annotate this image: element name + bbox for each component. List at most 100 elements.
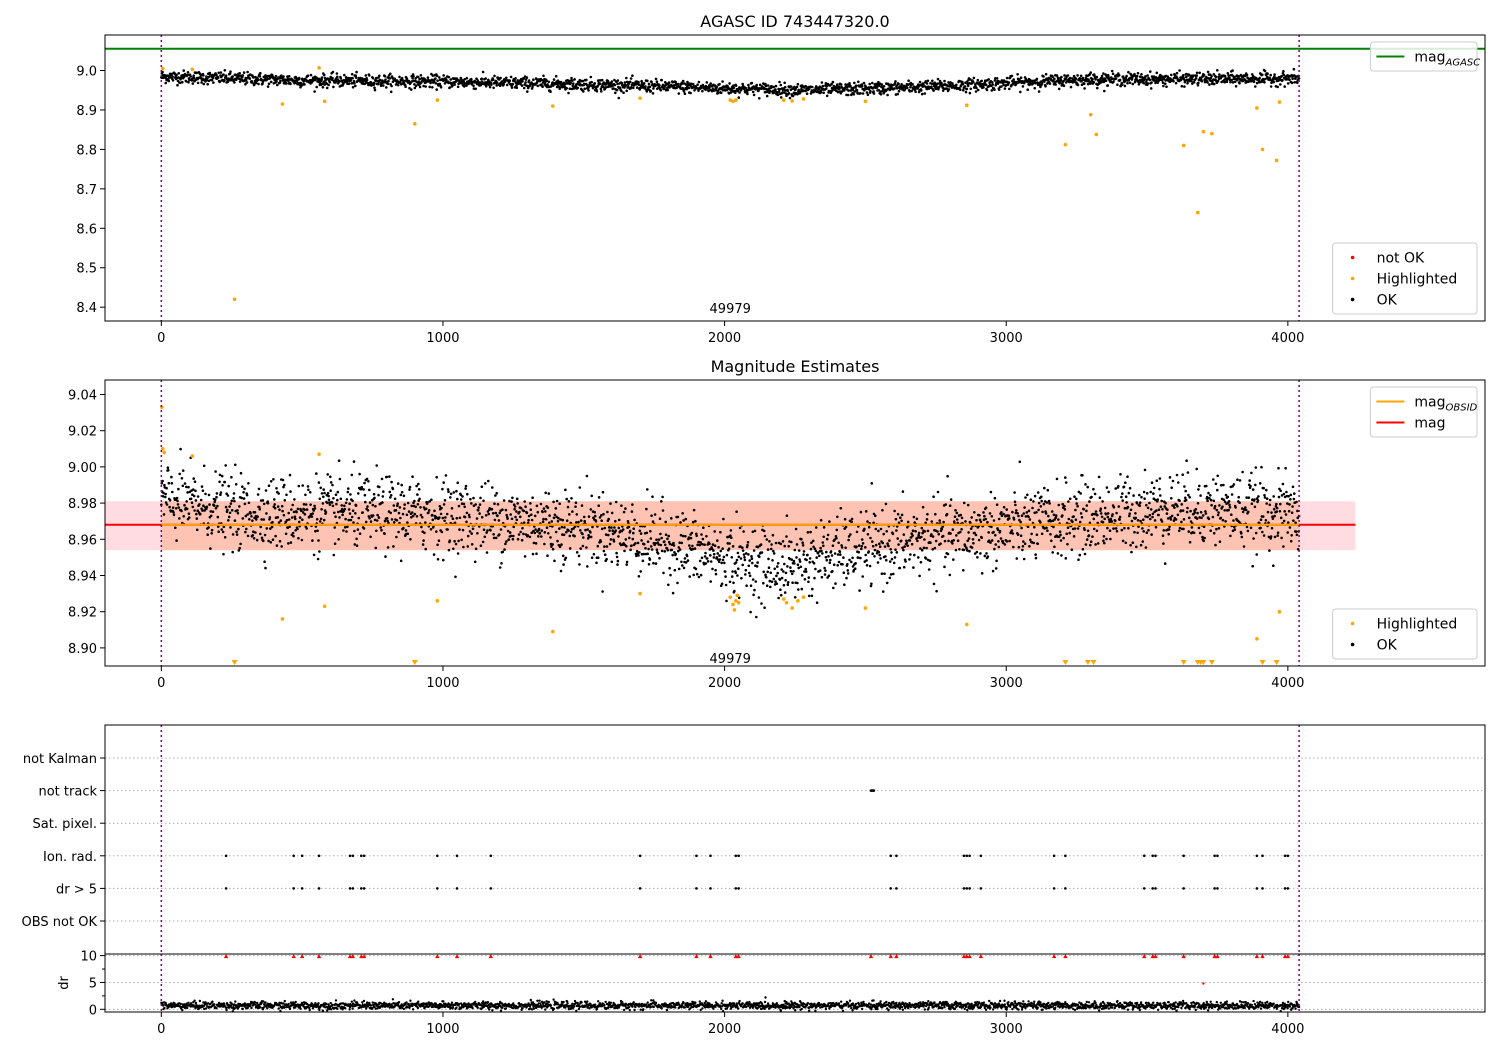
flag-point (362, 854, 366, 858)
p1-highlighted-point (781, 98, 786, 102)
flag-point (436, 887, 439, 890)
flag-point (292, 887, 295, 890)
flag-label: not Kalman (23, 752, 97, 767)
p1-xtick-label: 0 (157, 331, 165, 346)
flag-point (1182, 854, 1185, 858)
flag-point (224, 854, 228, 858)
dr-not-ok-marker (694, 954, 699, 959)
panel-title-mag-estimates: Magnitude Estimates (711, 357, 880, 376)
dr-axis-label: dr (57, 976, 72, 990)
p1-1-legend-label: OK (1377, 293, 1398, 309)
flag-point (965, 887, 969, 890)
p2-highlighted-point (1255, 637, 1259, 641)
p2-0-legend-label: mag (1414, 416, 1445, 432)
p1-highlighted-point (1255, 106, 1259, 110)
flag-point (351, 854, 355, 858)
p2-1-legend-swatch (1350, 642, 1355, 647)
p2-highlighted-point (734, 599, 738, 603)
p2-out-of-range-marker (1062, 660, 1069, 665)
flag-point (1255, 887, 1259, 890)
p4-xtick-label: 0 (157, 1022, 165, 1037)
obsid-annotation-middle: 49979 (710, 652, 751, 667)
flag-label: OBS not OK (22, 915, 98, 930)
p2-highlighted-point (964, 622, 969, 627)
dr-not-ok-marker (361, 954, 367, 959)
p1-highlighted-point (1201, 129, 1206, 134)
agasc-magnitude-panel: AGASC ID 743447320.0 0 1000 2000 3000 4000 8.… (76, 12, 1486, 346)
flag-point (317, 854, 321, 858)
flag-point (489, 854, 493, 858)
p4-xtick-label: 4000 (1271, 1022, 1304, 1037)
dr-not-ok-point (1202, 982, 1205, 985)
p2-xtick-label: 2000 (708, 676, 741, 691)
p2-ytick-label: 8.90 (68, 642, 97, 657)
p2-highlighted-point (728, 595, 733, 600)
p1-1-legend (1332, 242, 1478, 315)
flag-point (1283, 887, 1287, 890)
panel-title-agasc: AGASC ID 743447320.0 (700, 12, 889, 31)
flag-point (1216, 887, 1219, 890)
dr-not-ok-marker (1153, 954, 1158, 959)
p2-out-of-range-marker (1200, 660, 1207, 665)
dr-not-ok-marker (1142, 954, 1147, 959)
p1-0-legend (1369, 41, 1478, 72)
p1-highlighted-point (1277, 100, 1282, 104)
flag-point (962, 854, 966, 858)
flag-point (734, 887, 738, 890)
dr-not-ok-marker (1150, 954, 1155, 959)
p1-xtick-label: 2000 (708, 331, 741, 346)
flag-point (1142, 854, 1146, 858)
p3-axes-frame (104, 724, 1486, 955)
p1-xtick-label: 3000 (990, 331, 1023, 346)
p1-1-legend-label: Highlighted (1377, 272, 1458, 288)
p1-highlighted-point (734, 98, 738, 102)
flag-point (1154, 887, 1157, 890)
p1-highlighted-point (550, 104, 555, 108)
p2-xtick-label: 4000 (1271, 676, 1304, 691)
flag-point (638, 887, 642, 890)
p2-highlighted-point (435, 599, 440, 603)
p4-ytick-label: 10 (80, 950, 97, 965)
dr-not-ok-marker (1063, 954, 1068, 959)
p2-out-of-range-marker (1208, 660, 1215, 665)
flag-point (1216, 854, 1219, 858)
dr-not-ok-marker (888, 954, 893, 959)
p1-highlighted-point (317, 65, 321, 70)
flag-point (638, 854, 642, 858)
flag-point (1255, 854, 1259, 858)
p1-ytick-label: 9.0 (76, 65, 97, 80)
p2-highlighted-point (863, 606, 868, 610)
p2-out-of-range-marker (411, 660, 418, 665)
p2-out-of-range-marker (1180, 660, 1187, 665)
dr-not-ok-marker (961, 954, 967, 959)
p4-xtick-label: 2000 (708, 1022, 741, 1037)
flag-point (1182, 887, 1185, 890)
flag-point (1052, 887, 1056, 890)
p1-highlighted-point (1094, 132, 1099, 137)
flag-point (1151, 854, 1154, 858)
p2-out-of-range-marker (1273, 660, 1280, 665)
flag-point (709, 854, 712, 858)
dr-not-ok-marker (1285, 954, 1291, 959)
flag-point (436, 854, 439, 858)
p1-highlighted-point (1274, 158, 1279, 163)
p2-ytick-label: 8.96 (68, 533, 97, 548)
p1-1-legend-swatch (1350, 276, 1355, 281)
flag-point (348, 854, 352, 858)
p1-highlighted-point (728, 98, 733, 102)
dr-not-ok-marker (708, 954, 713, 959)
p1-highlighted-point (964, 103, 969, 108)
p2-highlighted-point (280, 617, 285, 621)
dr-not-ok-marker (868, 954, 874, 959)
dr-not-ok-marker (978, 954, 984, 959)
flag-point (1052, 854, 1056, 858)
p2-highlighted-point (732, 608, 737, 612)
p1-highlighted-point (1195, 210, 1200, 215)
p2-highlighted-point (322, 604, 327, 609)
flag-point (1154, 854, 1157, 858)
p2-axes-frame (104, 379, 1486, 667)
p2-highlighted-point (801, 595, 806, 600)
flag-point (362, 887, 366, 890)
p2-xtick-label: 3000 (990, 676, 1023, 691)
p2-1-legend-label: Highlighted (1377, 617, 1458, 633)
